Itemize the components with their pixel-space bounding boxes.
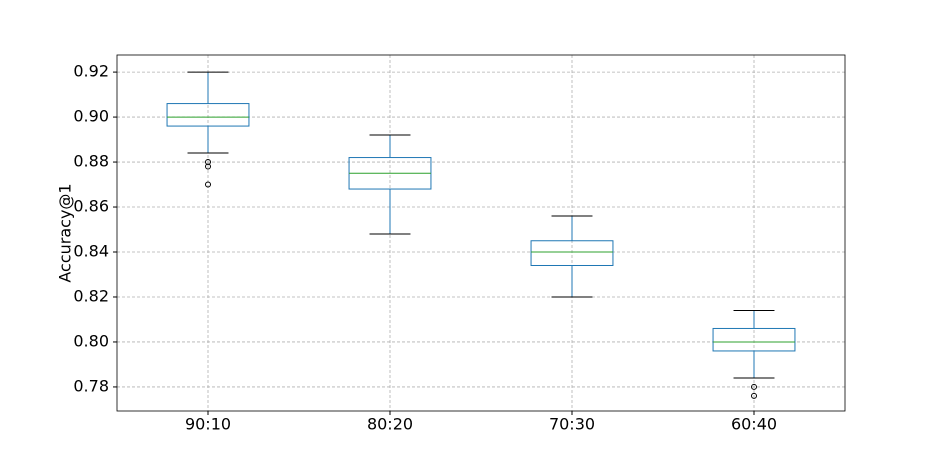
flier (205, 159, 211, 166)
x-tick-label: 90:10 (185, 415, 231, 434)
flier (205, 181, 211, 188)
box (712, 327, 796, 352)
flier (751, 392, 757, 399)
plot-frame (116, 54, 846, 412)
y-tick-label: 0.78 (73, 376, 109, 395)
y-tick-label: 0.80 (73, 331, 109, 350)
x-tick-label: 70:30 (549, 415, 595, 434)
box (530, 240, 614, 266)
y-tick-label: 0.84 (73, 242, 109, 261)
x-tick-label: 60:40 (731, 415, 777, 434)
y-axis-label: Accuracy@1 (56, 183, 75, 282)
y-tick-label: 0.92 (73, 62, 109, 81)
y-tick-label: 0.88 (73, 152, 109, 171)
flier (751, 383, 757, 390)
x-tick-label: 80:20 (367, 415, 413, 434)
flier (205, 163, 211, 170)
y-tick-label: 0.82 (73, 286, 109, 305)
box (166, 103, 250, 127)
y-tick-label: 0.86 (73, 197, 109, 216)
y-tick-label: 0.90 (73, 107, 109, 126)
